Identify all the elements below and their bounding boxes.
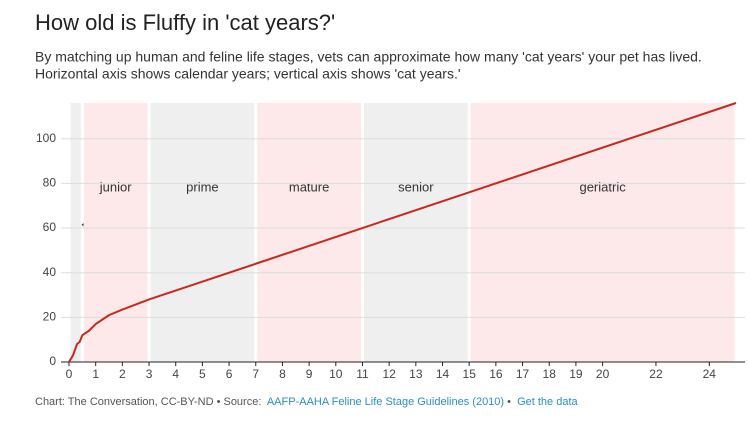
stage-band (363, 103, 468, 362)
subtitle: Horizontal axis shows calendar years; ve… (35, 66, 461, 82)
x-tick-label: 19 (569, 367, 583, 381)
x-tick-label: 12 (382, 367, 396, 381)
stage-band (470, 103, 735, 362)
y-tick-label: 20 (43, 310, 57, 324)
x-tick-label: 4 (172, 367, 179, 381)
x-tick-label: 15 (463, 367, 477, 381)
separator: • (507, 396, 512, 408)
x-tick-label: 5 (199, 367, 206, 381)
x-tick-label: 7 (252, 367, 259, 381)
subtitle: By matching up human and feline life sta… (35, 49, 702, 65)
stage-label: prime (186, 179, 219, 194)
y-tick-label: 0 (49, 354, 56, 368)
stage-label: mature (289, 179, 329, 194)
stage-band (150, 103, 255, 362)
x-tick-label: 3 (146, 367, 153, 381)
stage-label: geriatric (579, 179, 626, 194)
y-tick-label: 40 (43, 265, 57, 279)
x-tick-label: 18 (543, 367, 557, 381)
source-link[interactable]: AAFP-AAHA Feline Life Stage Guidelines (… (266, 396, 505, 408)
x-tick-label: 9 (306, 367, 313, 381)
x-tick-label: 10 (329, 367, 343, 381)
x-tick-label: 16 (489, 367, 503, 381)
x-tick-label: 1 (92, 367, 99, 381)
x-tick-label: 6 (226, 367, 233, 381)
y-tick-label: 80 (43, 176, 57, 190)
footer: Chart: The Conversation, CC-BY-ND • Sour… (35, 396, 578, 408)
x-tick-label: 13 (409, 367, 423, 381)
y-tick-label: 100 (36, 131, 56, 145)
chart-title: How old is Fluffy in 'cat years?' (35, 10, 335, 35)
x-tick-label: 11 (356, 367, 369, 381)
stage-label: junior (99, 179, 132, 194)
series-line (68, 102, 737, 363)
stage-band (257, 103, 361, 362)
x-tick-label: 14 (436, 367, 450, 381)
x-tick-label: 17 (516, 367, 530, 381)
x-tick-label: 8 (279, 367, 286, 381)
chart: How old is Fluffy in 'cat years?' By mat… (35, 10, 745, 381)
x-tick-label: 22 (649, 367, 663, 381)
y-tick-label: 60 (43, 220, 57, 234)
stage-band (83, 103, 148, 362)
stage-label: senior (398, 179, 434, 194)
stage-band (70, 103, 81, 362)
x-tick-label: 20 (596, 367, 610, 381)
x-tick-label: 0 (66, 367, 73, 381)
x-tick-label: 2 (119, 367, 126, 381)
credit: Chart: The Conversation, CC-BY-ND • Sour… (35, 396, 262, 408)
x-tick-label: 24 (703, 367, 717, 381)
data-link[interactable]: Get the data (517, 396, 578, 408)
